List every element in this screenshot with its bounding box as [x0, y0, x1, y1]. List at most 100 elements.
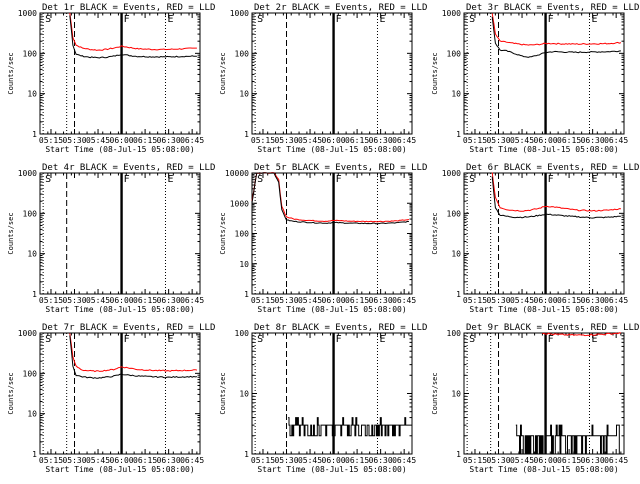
y-axis-label: Counts/sec	[431, 52, 439, 94]
x-tick-label: 06:00	[322, 456, 346, 465]
x-tick-label: 05:30	[274, 456, 298, 465]
marker-label: F	[336, 174, 342, 185]
series-events-line	[69, 15, 197, 59]
x-tick-label: 06:15	[133, 456, 157, 465]
panel-title: Det 5r BLACK = Events, RED = LLD	[254, 163, 427, 173]
x-tick-label: 05:15	[39, 456, 63, 465]
y-tick-label: 1000	[18, 9, 37, 18]
plot-frame	[251, 12, 413, 135]
x-tick-label: 05:15	[39, 296, 63, 305]
y-tick-label: 1000	[18, 329, 37, 338]
x-tick-label: 05:45	[298, 136, 322, 145]
y-tick-label: 100	[23, 209, 38, 218]
x-tick-label: 06:15	[133, 296, 157, 305]
y-tick-label: 10	[451, 250, 461, 259]
marker-label: F	[124, 174, 130, 185]
plot-frame	[39, 12, 201, 135]
x-tick-label: 06:00	[322, 136, 346, 145]
x-axis-label: Start Time (08-Jul-15 05:08:00)	[45, 305, 194, 314]
marker-label: F	[124, 334, 130, 345]
x-tick-label: 06:30	[157, 136, 181, 145]
marker-label: S	[469, 174, 475, 185]
marker-label: F	[548, 334, 554, 345]
x-tick-label: 06:00	[534, 456, 558, 465]
x-tick-label: 05:45	[510, 456, 534, 465]
x-axis-label: Start Time (08-Jul-15 05:08:00)	[257, 145, 406, 154]
x-tick-label: 06:45	[392, 296, 416, 305]
x-tick-label: 06:30	[581, 136, 605, 145]
x-tick-label: 06:45	[392, 456, 416, 465]
marker-label: E	[591, 14, 597, 25]
plot-frame	[39, 172, 201, 295]
x-tick-label: 05:30	[62, 136, 86, 145]
series-events-line	[288, 417, 410, 437]
panel-3: Det 3r BLACK = Events, RED = LLD 1 10 100 10…	[431, 3, 639, 154]
y-tick-label: 100	[235, 49, 250, 58]
panel-5: Det 5r BLACK = Events, RED = LLD 1 10 100 10…	[219, 163, 427, 314]
y-tick-label: 1000	[442, 9, 461, 18]
x-axis-label: Start Time (08-Jul-15 05:08:00)	[257, 465, 406, 474]
x-tick-label: 05:15	[251, 456, 275, 465]
x-tick-label: 05:45	[86, 136, 110, 145]
x-tick-label: 06:00	[110, 456, 134, 465]
marker-label: S	[45, 174, 51, 185]
panel-9: Det 9r BLACK = Events, RED = LLD 1 10 100 05…	[431, 323, 639, 474]
x-tick-label: 05:45	[510, 136, 534, 145]
x-tick-label: 06:15	[557, 296, 581, 305]
x-tick-label: 06:00	[534, 136, 558, 145]
plot-frame	[39, 332, 201, 455]
panel-4: Det 4r BLACK = Events, RED = LLD 1 10 100 10…	[7, 163, 215, 314]
y-tick-label: 1	[32, 450, 37, 459]
y-tick-label: 100	[447, 49, 462, 58]
x-tick-label: 05:30	[62, 456, 86, 465]
y-tick-label: 1000	[230, 199, 249, 208]
y-tick-label: 1	[244, 290, 249, 299]
marker-label: F	[336, 14, 342, 25]
panel-title: Det 6r BLACK = Events, RED = LLD	[466, 163, 639, 173]
x-tick-label: 05:45	[510, 296, 534, 305]
x-tick-label: 05:45	[86, 296, 110, 305]
panel-title: Det 2r BLACK = Events, RED = LLD	[254, 3, 427, 13]
marker-label: E	[167, 174, 173, 185]
x-tick-label: 06:00	[322, 296, 346, 305]
plot-frame	[463, 12, 625, 135]
y-tick-label: 10	[27, 410, 37, 419]
y-tick-label: 1000	[230, 9, 249, 18]
y-tick-label: 100	[23, 49, 38, 58]
series-events-line	[251, 172, 409, 225]
y-tick-label: 10	[239, 390, 249, 399]
panel-1: Det 1r BLACK = Events, RED = LLD 1 10 100 10…	[7, 3, 215, 154]
x-tick-label: 06:45	[604, 296, 628, 305]
x-tick-label: 05:15	[251, 136, 275, 145]
series-lld-line	[491, 13, 622, 46]
x-tick-label: 06:00	[110, 296, 134, 305]
y-tick-label: 1	[456, 290, 461, 299]
x-axis-label: Start Time (08-Jul-15 05:08:00)	[45, 465, 194, 474]
series-events-line	[491, 16, 621, 58]
x-tick-label: 06:15	[557, 136, 581, 145]
y-tick-label: 1	[244, 130, 249, 139]
marker-label: E	[167, 334, 173, 345]
x-tick-label: 05:30	[62, 296, 86, 305]
marker-label: S	[469, 334, 475, 345]
series-lld-line	[491, 172, 621, 212]
y-tick-label: 100	[235, 329, 250, 338]
x-tick-label: 06:45	[392, 136, 416, 145]
y-tick-label: 10	[451, 390, 461, 399]
marker-label: E	[379, 14, 385, 25]
marker-label: E	[591, 334, 597, 345]
y-tick-label: 1	[456, 130, 461, 139]
x-tick-label: 05:15	[39, 136, 63, 145]
y-tick-label: 1	[32, 290, 37, 299]
panel-title: Det 3r BLACK = Events, RED = LLD	[466, 3, 639, 13]
x-tick-label: 05:15	[463, 136, 487, 145]
x-tick-label: 05:30	[274, 296, 298, 305]
x-tick-label: 05:45	[298, 456, 322, 465]
y-axis-label: Counts/sec	[7, 372, 15, 414]
x-tick-label: 06:30	[581, 296, 605, 305]
plot-frame	[463, 172, 625, 295]
marker-label: S	[45, 14, 51, 25]
marker-label: S	[469, 14, 475, 25]
